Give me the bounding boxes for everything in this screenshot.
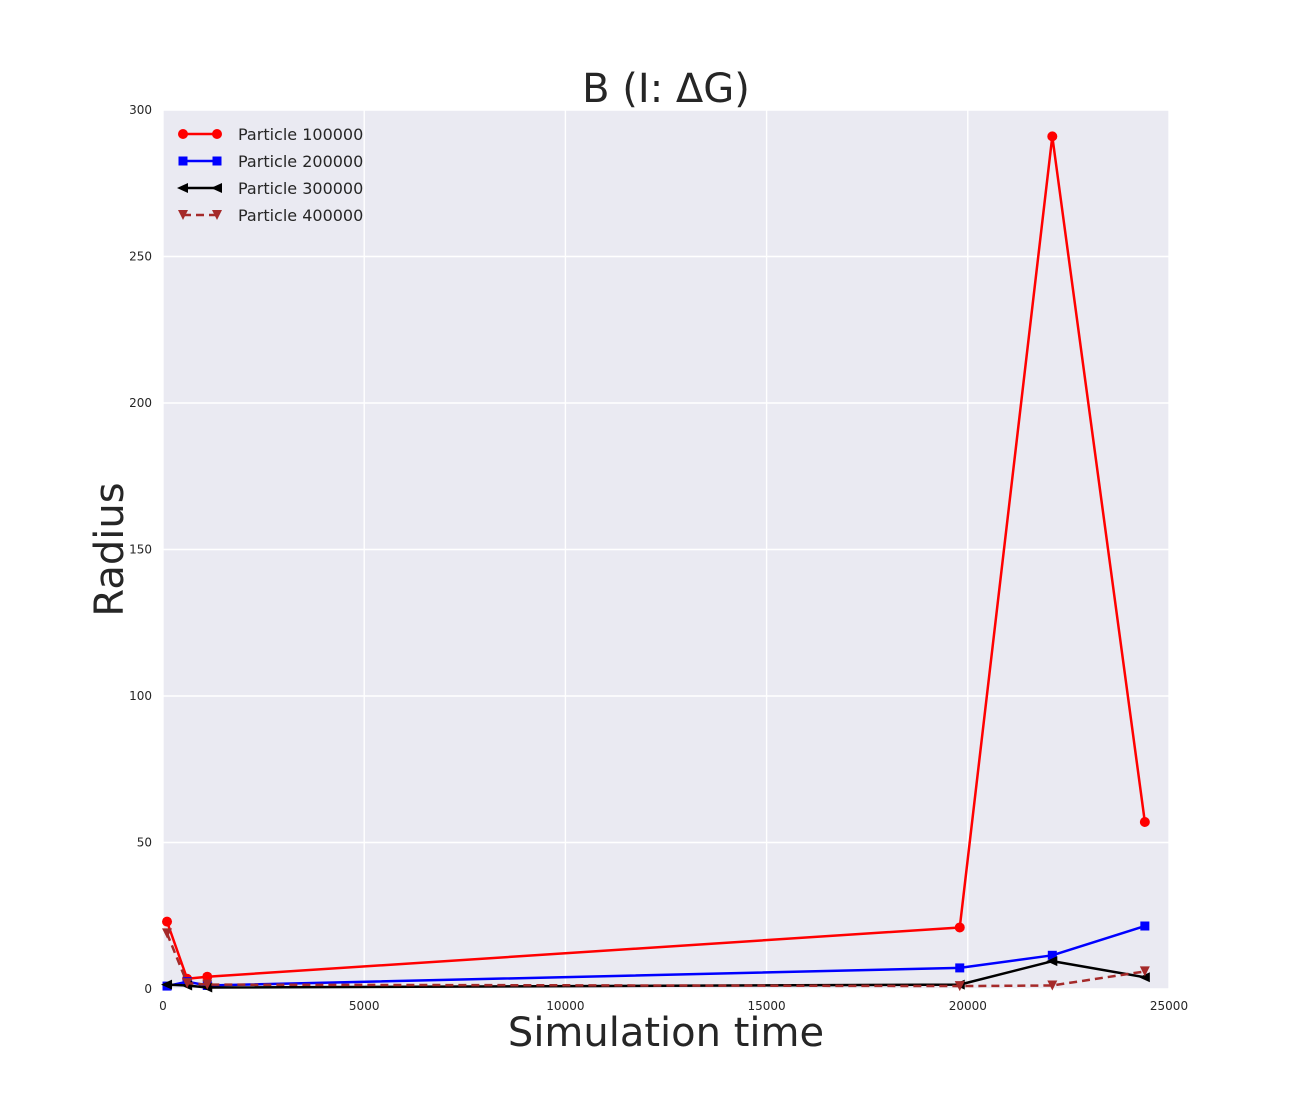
tick-labels: 0 5000 10000 15000 20000 25000 0 50 100 150 200 250… xyxy=(129,103,1188,1013)
y-tick-label: 300 xyxy=(129,103,152,117)
x-tick-label: 20000 xyxy=(949,999,987,1013)
grid xyxy=(162,109,1170,990)
data-point xyxy=(177,183,188,193)
data-point xyxy=(161,979,173,990)
y-axis-label: Radius xyxy=(87,482,133,616)
series xyxy=(162,928,1150,992)
series-line xyxy=(165,135,1147,980)
data-point xyxy=(1046,956,1058,967)
series xyxy=(162,131,1150,984)
x-tick-label: 10000 xyxy=(546,999,584,1013)
data-point xyxy=(178,210,188,220)
data-point xyxy=(162,928,173,939)
legend-label: Particle 100000 xyxy=(238,125,363,144)
data-point xyxy=(202,979,213,990)
x-axis-label: Simulation time xyxy=(508,1010,824,1056)
y-tick-label: 0 xyxy=(144,982,152,996)
data-point xyxy=(1139,966,1150,977)
x-tick-label: 5000 xyxy=(349,999,380,1013)
data-point xyxy=(212,210,222,220)
legend-label: Particle 200000 xyxy=(238,152,363,171)
legend-label: Particle 400000 xyxy=(238,206,363,225)
data-point xyxy=(212,129,222,139)
data-point xyxy=(162,916,173,927)
y-tick-label: 50 xyxy=(137,836,152,850)
y-tick-label: 200 xyxy=(129,396,152,410)
data-point xyxy=(1047,980,1058,991)
data-point xyxy=(1047,131,1058,142)
data-point xyxy=(955,963,965,973)
data-point xyxy=(954,981,965,992)
data-point xyxy=(202,971,213,982)
data-point xyxy=(1140,921,1150,931)
chart-title: B (I: ΔG) xyxy=(582,66,750,112)
y-tick-label: 250 xyxy=(129,250,152,264)
data-point xyxy=(178,156,188,166)
data-point xyxy=(211,183,222,193)
data-point xyxy=(1138,972,1150,983)
x-tick-label: 25000 xyxy=(1150,999,1188,1013)
data-point xyxy=(182,978,193,989)
legend-label: Particle 300000 xyxy=(238,179,363,198)
legend-item: Particle 200000 xyxy=(178,152,363,171)
data-point xyxy=(1047,950,1057,960)
y-tick-label: 100 xyxy=(129,689,152,703)
legend-item: Particle 100000 xyxy=(178,125,363,144)
series-layer xyxy=(161,131,1150,993)
x-tick-label: 15000 xyxy=(748,999,786,1013)
data-point xyxy=(954,922,965,933)
x-tick-label: 0 xyxy=(159,999,167,1013)
data-point xyxy=(212,156,222,166)
legend-item: Particle 300000 xyxy=(177,179,363,198)
series-line xyxy=(165,932,1146,988)
legend: Particle 100000 Particle 200000 Particle 3… xyxy=(177,125,363,225)
data-point xyxy=(1139,816,1150,827)
data-point xyxy=(178,129,188,139)
y-tick-label: 150 xyxy=(129,543,152,557)
legend-item: Particle 400000 xyxy=(178,206,363,225)
